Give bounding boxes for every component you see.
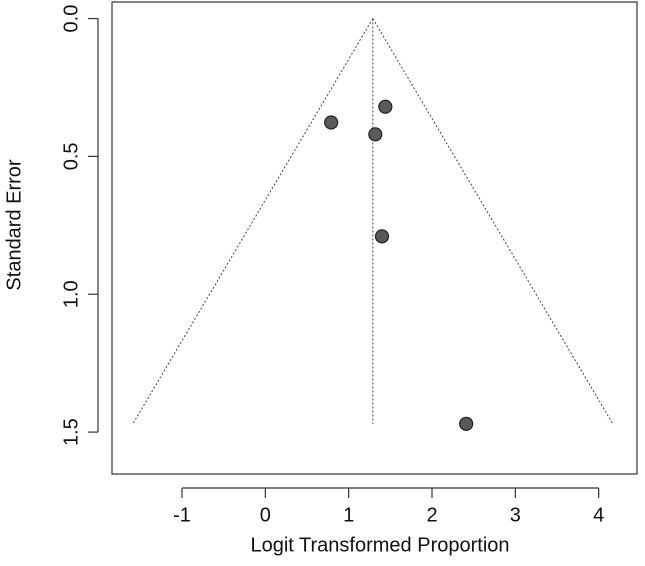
x-tick-label: 4 — [593, 504, 604, 526]
y-axis-title: Standard Error — [3, 159, 25, 291]
plot-frame — [111, 1, 638, 475]
x-tick-label: -1 — [173, 504, 191, 526]
y-tick-label: 0.5 — [60, 142, 82, 170]
data-point — [459, 416, 474, 431]
data-point — [368, 127, 383, 142]
data-point — [378, 99, 393, 114]
x-tick-label: 1 — [343, 504, 354, 526]
y-tick-label: 0.0 — [60, 5, 82, 33]
funnel-line — [372, 18, 614, 425]
x-tick-label: 2 — [426, 504, 437, 526]
data-point — [374, 229, 390, 244]
x-tick-label: 3 — [510, 504, 521, 526]
y-tick-label: 1.0 — [60, 280, 82, 308]
data-point — [324, 115, 339, 130]
y-tick-label: 1.5 — [60, 418, 82, 446]
x-tick-label: 0 — [260, 504, 271, 526]
x-axis-title: Logit Transformed Proportion — [250, 534, 509, 556]
funnel-line — [132, 18, 374, 425]
